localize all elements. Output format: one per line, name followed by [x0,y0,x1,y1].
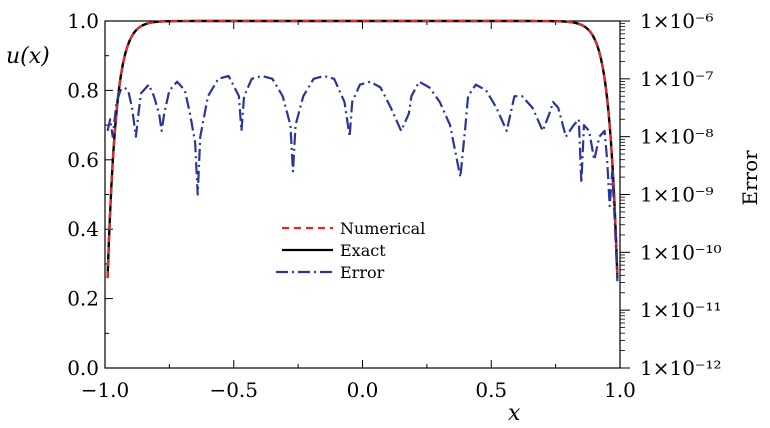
legend: Numerical Exact Error [276,219,425,282]
y2-tick-label: 1×10⁻⁶ [640,9,714,33]
y2-axis-ticks: 1×10⁻¹² 1×10⁻¹¹ 1×10⁻¹⁰ 1×10⁻⁹ 1×10⁻⁸ 1×10⁻⁷ 1… [620,9,722,380]
x-axis-ticks: −1.0 −0.5 0.0 0.5 1.0 [81,21,636,402]
legend-label-error: Error [340,263,385,282]
y2-tick-label: 1×10⁻¹¹ [640,298,722,322]
x-axis-title: x [508,401,521,426]
y-tick-label: 0.2 [67,287,99,311]
series-error-line [106,74,619,282]
y-axis-ticks: 0.0 0.2 0.4 0.6 0.8 1.0 [67,9,113,380]
plot-frame [104,20,621,369]
x-tick-label: −1.0 [81,378,130,402]
y-axis-title: u(x) [6,44,50,69]
series-numerical-line [106,19,619,279]
series-exact-line [106,19,619,279]
y-tick-label: 0.0 [67,356,99,380]
x-tick-label: 1.0 [604,378,636,402]
x-tick-label: −0.5 [209,378,258,402]
y2-tick-label: 1×10⁻¹² [640,356,722,380]
x-tick-label: 0.5 [475,378,507,402]
y2-axis-title: Error [738,150,762,206]
y-tick-label: 0.6 [67,148,99,172]
legend-label-numerical: Numerical [340,219,425,238]
y2-tick-label: 1×10⁻⁸ [640,125,714,149]
y-tick-label: 0.4 [67,217,99,241]
x-tick-label: 0.0 [347,378,379,402]
legend-label-exact: Exact [340,241,386,260]
y-tick-label: 0.8 [67,78,99,102]
y2-tick-label: 1×10⁻⁷ [640,67,714,91]
y-tick-label: 1.0 [67,9,99,33]
series-layer [106,19,619,282]
y2-tick-label: 1×10⁻⁹ [640,183,714,207]
y2-tick-label: 1×10⁻¹⁰ [640,240,722,264]
